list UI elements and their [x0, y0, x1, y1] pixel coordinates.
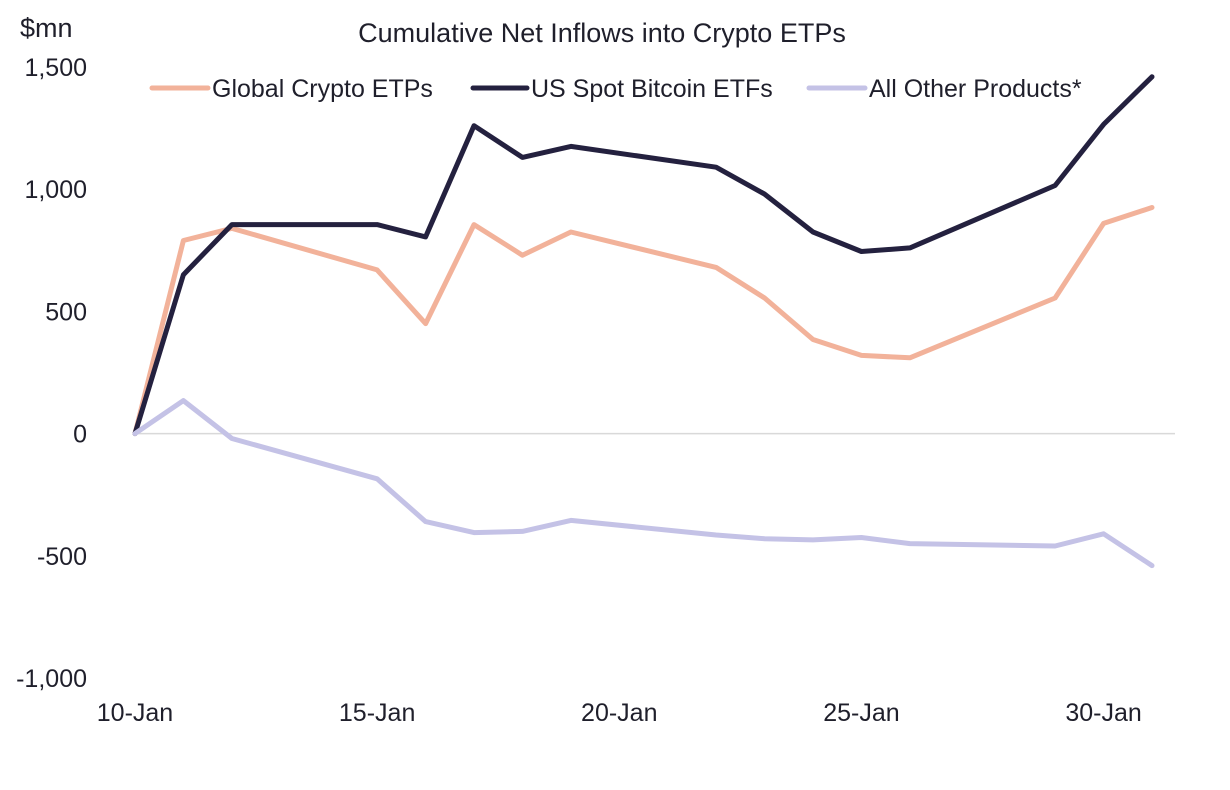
series-line-us-spot-bitcoin-etfs: [132, 74, 1155, 437]
y-tick-label: 1,000: [24, 176, 87, 204]
y-tick-label: -500: [37, 543, 87, 571]
legend-item-us-spot-bitcoin-etfs: US Spot Bitcoin ETFs: [470, 75, 773, 103]
series-layer: [132, 74, 1155, 569]
legend-label: Global Crypto ETPs: [212, 75, 433, 103]
legend-label: US Spot Bitcoin ETFs: [531, 75, 773, 103]
legend-item-all-other-products: All Other Products*: [806, 75, 1082, 103]
chart-title: Cumulative Net Inflows into Crypto ETPs: [358, 18, 846, 48]
series-line-global-crypto-etps: [132, 205, 1155, 437]
x-tick-label: 10-Jan: [97, 699, 173, 727]
x-tick-label: 15-Jan: [339, 699, 415, 727]
x-tick-label: 20-Jan: [581, 699, 657, 727]
legend-item-global-crypto-etps: Global Crypto ETPs: [149, 75, 433, 103]
legend-label: All Other Products*: [869, 75, 1082, 103]
axis-layer: 1,500 1,000 500 0 -500 -1,000 10-Jan 15-Jan 20-J…: [16, 54, 1175, 727]
x-tick-label: 25-Jan: [823, 699, 899, 727]
y-tick-label: 0: [73, 421, 87, 449]
x-tick-label: 30-Jan: [1065, 699, 1141, 727]
y-axis-unit-label: $mn: [20, 13, 73, 43]
y-tick-label: -1,000: [16, 665, 87, 693]
y-tick-label: 1,500: [24, 54, 87, 82]
series-line-all-other-products: [132, 398, 1155, 569]
y-tick-label: 500: [45, 298, 87, 326]
legend: Global Crypto ETPs US Spot Bitcoin ETFs Al…: [149, 75, 1082, 103]
